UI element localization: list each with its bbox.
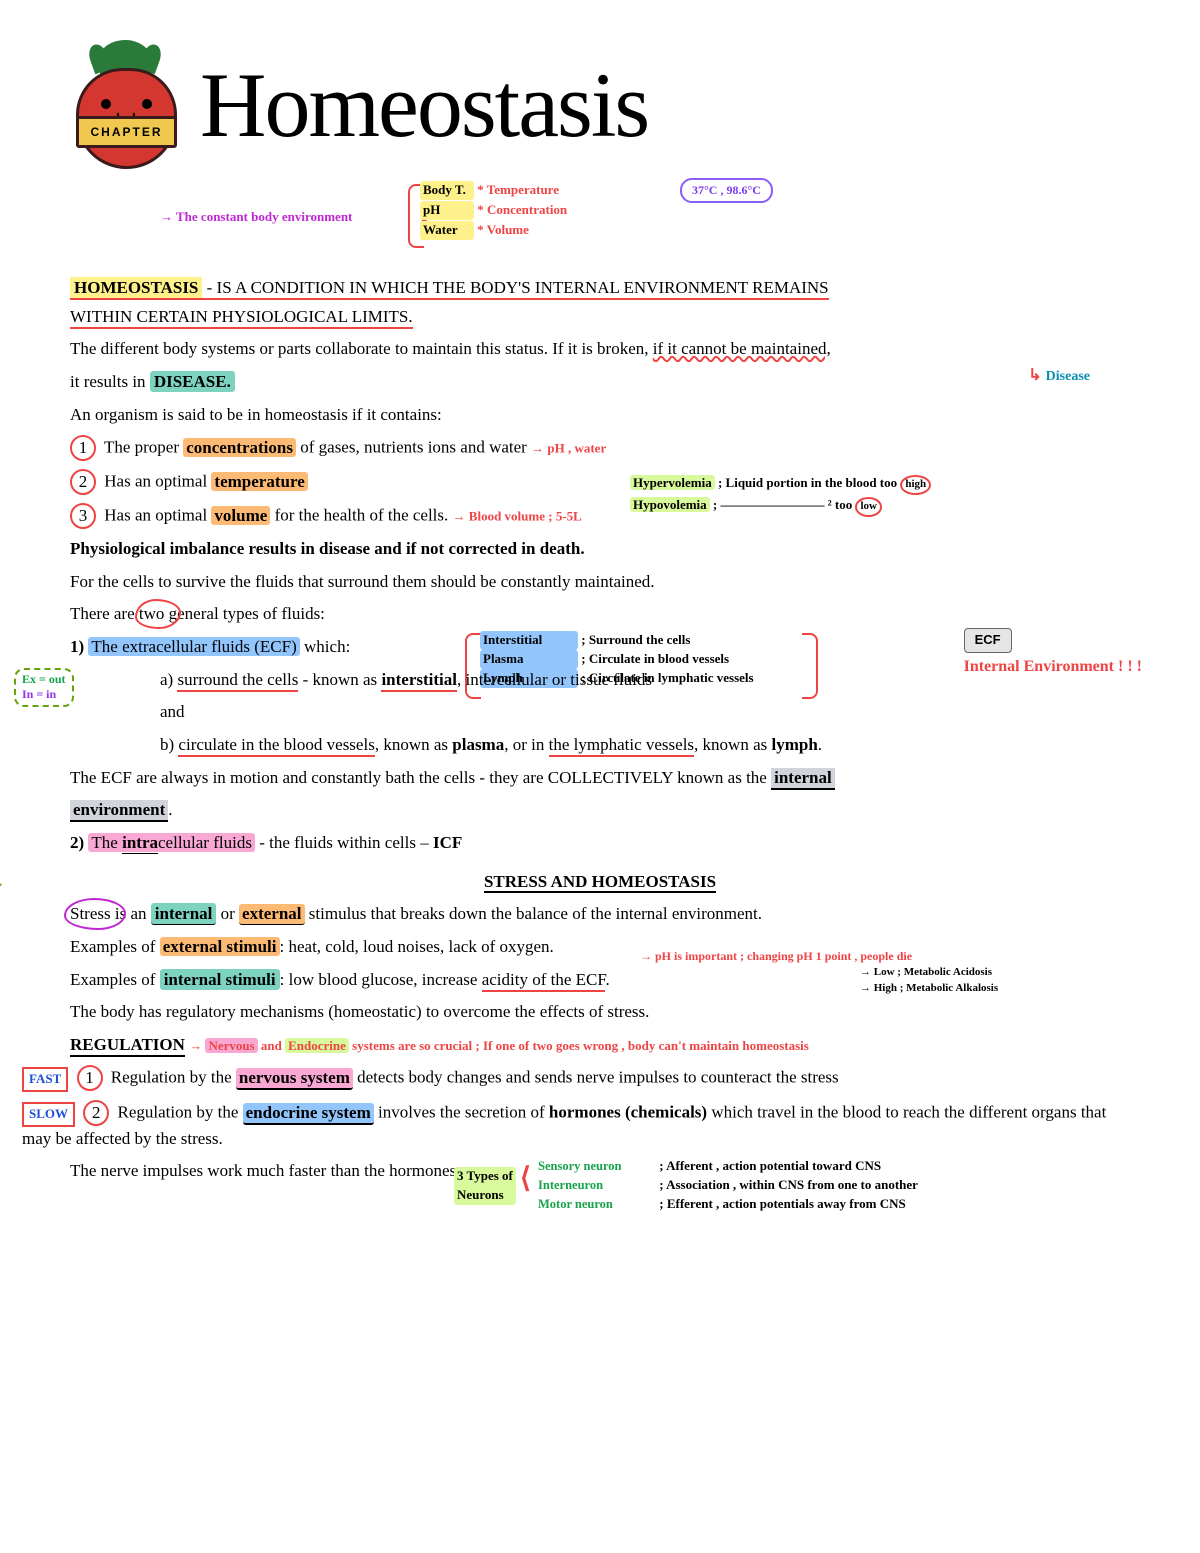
- para-fluids-survive: For the cells to survive the fluids that…: [70, 570, 1130, 595]
- title-row: CHAPTER Homeostasis: [70, 40, 1130, 170]
- temp-badge: 37°C , 98.6°C: [680, 178, 773, 203]
- section-heading: STRESS AND HOMEOSTASIS: [70, 870, 1130, 895]
- regulation-heading: REGULATION → Nervous and Endocrine syste…: [70, 1033, 1130, 1058]
- ecf-a: a) surround the cells - known as interst…: [160, 668, 1130, 693]
- ecf-b: b) circulate in the blood vessels, known…: [160, 733, 1130, 758]
- disease-annotation: ↳ Disease: [1028, 363, 1090, 388]
- ex-in-pill: Ex = out In = in: [14, 668, 74, 707]
- strawberry-icon: CHAPTER: [70, 40, 180, 170]
- para-ecf-env: environment.: [70, 798, 1130, 823]
- para-contains: An organism is said to be in homeostasis…: [70, 403, 1130, 428]
- volume-annotation: Hypervolemia ; Liquid portion in the blo…: [630, 473, 931, 518]
- neuron-annotation: 3 Types ofNeurons ⟨ Sensory neuron ; Aff…: [538, 1157, 918, 1214]
- ecf-and: and: [160, 700, 1130, 725]
- para-imbalance: Physiological imbalance results in disea…: [70, 537, 1130, 562]
- page-title: Homeostasis: [200, 59, 648, 151]
- list-item-3: 3 Has an optimal volume for the health o…: [70, 503, 1130, 529]
- para-regulatory: The body has regulatory mechanisms (home…: [70, 1000, 1130, 1025]
- ph-annotation: → pH is important ; changing pH 1 point …: [640, 948, 998, 997]
- top-annotation: → The constant body environment Body T. …: [160, 180, 1130, 258]
- para-systems: The different body systems or parts coll…: [70, 337, 1130, 362]
- reg-item-2: SLOW 2 Regulation by the endocrine syste…: [22, 1100, 1130, 1151]
- green-arrow-icon: [0, 668, 4, 898]
- ecf-block: 1) The extracellular fluids (ECF) which:…: [70, 635, 1130, 660]
- stress-def: Stress is an internal or external stimul…: [70, 902, 1130, 927]
- icf-line: 2) The intracellular fluids - the fluids…: [70, 831, 1130, 856]
- para-two-types: There are two general types of fluids:: [70, 602, 1130, 627]
- annot-constant-env: → The constant body environment: [160, 208, 352, 227]
- definition-line1: HOMEOSTASIS - IS A CONDITION IN WHICH TH…: [70, 276, 1130, 301]
- para-disease: it results in DISEASE.: [70, 370, 1130, 395]
- reg-item-1: FAST 1 Regulation by the nervous system …: [22, 1065, 1130, 1092]
- definition-line2: WITHIN CERTAIN PHYSIOLOGICAL LIMITS.: [70, 305, 1130, 330]
- chapter-badge: CHAPTER: [76, 116, 177, 148]
- para-ecf-motion: The ECF are always in motion and constan…: [70, 766, 1130, 791]
- list-item-2: 2 Has an optimal temperature: [70, 469, 1130, 495]
- list-item-1: 1 The proper concentrations of gases, nu…: [70, 435, 1130, 461]
